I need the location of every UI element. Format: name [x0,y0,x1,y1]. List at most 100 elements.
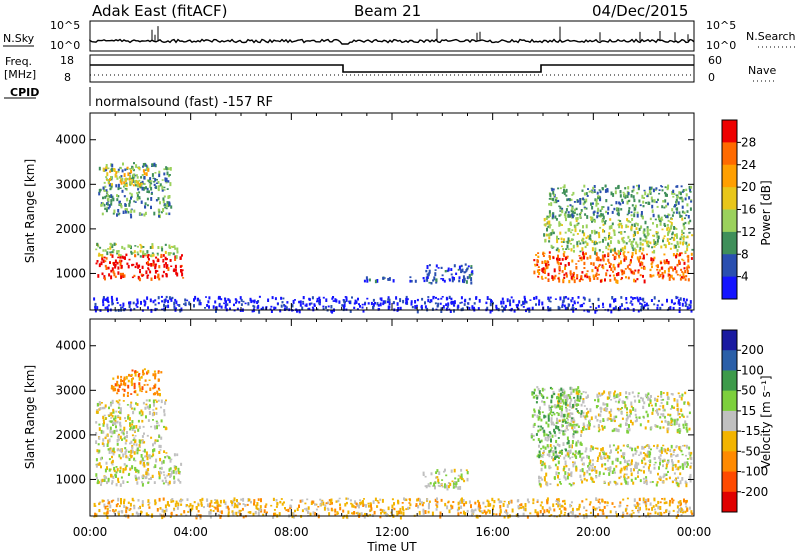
velocity-cell [461,501,464,504]
velocity-cell [136,447,139,452]
power-cell [556,239,559,244]
velocity-cell [134,430,136,433]
velocity-cell [570,501,573,504]
power-cell [548,255,551,258]
power-cell [569,270,572,274]
power-cell [152,253,155,257]
velocity-cell [329,501,332,504]
power-cell [672,253,675,257]
velocity-cell [262,513,265,516]
velocity-cell [232,511,235,516]
velocity-cell [499,505,502,509]
velocity-cell [133,457,136,461]
power-cell [105,194,108,198]
velocity-cell [480,510,483,514]
power-cell [117,213,120,216]
power-cell [98,191,101,196]
power-cell [595,242,598,245]
power-cell [541,301,544,306]
velocity-cell [159,393,161,397]
power-cell [460,264,463,268]
power-cell [633,198,636,203]
power-cell [581,230,584,234]
power-cell [573,201,576,203]
power-cell [608,232,611,236]
power-cell [614,187,617,190]
velocity-cell [459,475,462,479]
power-cell [658,189,661,191]
power-cell [642,257,645,260]
power-cell [662,237,665,240]
power-cell [573,208,576,212]
velocity-cell [556,396,558,400]
velocity-cell [552,450,555,454]
velocity-cell [665,501,668,504]
power-cell [157,189,160,192]
velocity-cell [125,439,128,442]
velocity-cell [640,396,643,399]
velocity-cell [585,498,588,501]
velocity-cell [132,377,134,380]
power-cell [641,194,644,199]
power-cell [656,264,659,268]
velocity-cell [562,420,565,423]
velocity-cell [536,396,539,400]
power-cell [656,231,659,234]
velocity-cell [625,391,628,395]
power-cell [680,235,683,239]
power-cell [164,205,167,207]
velocity-cell [544,415,547,418]
velocity-cell [565,465,568,468]
velocity-cell [159,457,162,462]
velocity-cell [431,485,434,487]
velocity-cell [547,434,550,438]
velocity-cell [611,429,614,433]
velocity-cell [616,482,619,485]
power-cell [675,185,678,188]
velocity-cell [112,509,115,512]
power-cell [639,246,642,250]
velocity-cell [677,511,680,514]
velocity-cell [673,448,676,451]
velocity-cell [547,418,550,422]
power-cell [687,254,690,259]
velocity-cell [498,500,501,504]
velocity-cell [173,453,176,457]
power-cell [113,242,116,246]
velocity-cell [114,509,117,512]
power-cell [139,269,141,271]
power-cell [690,257,693,260]
velocity-cell [625,422,627,426]
velocity-cell [688,427,691,431]
velocity-cell [158,475,161,480]
power-cell [604,220,607,225]
power-cell [581,239,583,242]
velocity-cell [123,505,126,508]
velocity-cell [147,503,150,506]
velocity-cell [465,469,468,471]
power-cell [126,197,129,202]
power-cell [625,297,628,301]
velocity-cell [119,411,122,414]
velocity-cell [538,454,541,459]
power-colorbar-swatch [722,142,737,166]
velocity-cell [648,460,651,462]
power-cell [156,254,159,256]
velocity-cell [369,509,372,512]
power-cell [137,253,140,256]
power-cell [162,254,165,257]
velocity-ylabel: Slant Range [km] [23,365,37,469]
power-cell [543,233,546,237]
velocity-cell [541,506,544,510]
power-cell [105,166,108,169]
velocity-cell [639,423,642,427]
power-cell [365,276,368,280]
power-cell [194,295,197,300]
power-cell [677,245,680,248]
velocity-cell [570,419,573,423]
power-cell [166,265,168,269]
velocity-cell [154,464,157,468]
velocity-cell [106,466,108,470]
velocity-cell [566,429,569,431]
velocity-cell [561,449,563,452]
